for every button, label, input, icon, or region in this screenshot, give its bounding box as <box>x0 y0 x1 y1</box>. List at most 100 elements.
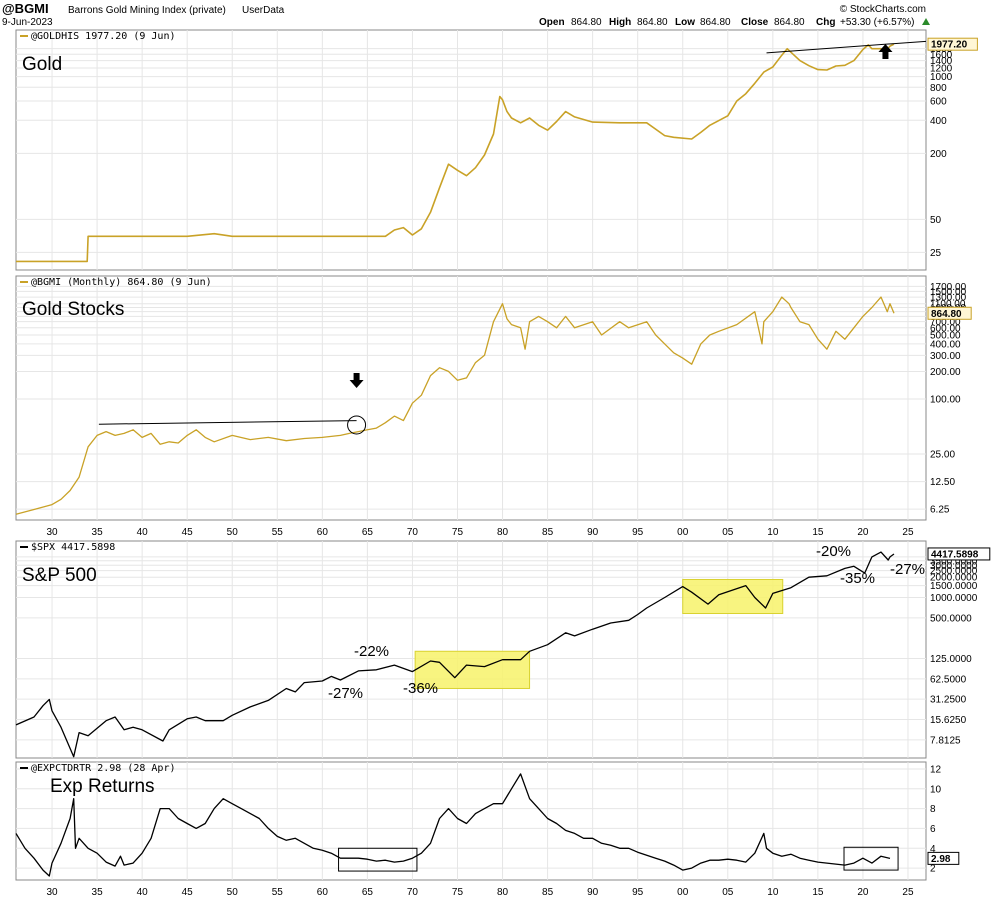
x-tick-label: 95 <box>632 527 644 538</box>
y-tick-label: 50 <box>930 215 942 226</box>
x-tick-label: 85 <box>542 887 554 898</box>
chg-label: Chg <box>816 17 835 28</box>
panel-name-label: Gold Stocks <box>22 299 124 320</box>
series-line-sp500 <box>15 551 895 758</box>
highlight-rectangle <box>338 847 418 872</box>
y-tick-label: 400 <box>930 116 947 127</box>
y-tick-label: 12.50 <box>930 477 955 488</box>
legend-text: @GOLDHIS 1977.20 (9 Jun) <box>31 31 176 42</box>
x-tick-label: 15 <box>812 887 824 898</box>
y-tick-label: 10 <box>930 784 942 795</box>
x-tick-label: 45 <box>182 527 194 538</box>
last-value-text: 4417.5898 <box>931 549 979 560</box>
low-value: 864.80 <box>700 17 731 28</box>
high-value: 864.80 <box>637 17 668 28</box>
panel-gold: 180016001400120010008006004002005025@GOL… <box>15 29 978 271</box>
panel-frame <box>15 540 927 759</box>
panel-name-label: Gold <box>22 54 62 75</box>
chart-header: @BGMI Barrons Gold Mining Index (private… <box>2 1 930 28</box>
close-label: Close <box>741 17 769 28</box>
x-tick-label: 75 <box>452 887 464 898</box>
x-tick-label: 70 <box>407 887 419 898</box>
highlight-rectangle <box>843 846 899 871</box>
y-tick-label: 1700.00 <box>930 282 967 293</box>
trendline <box>98 420 357 425</box>
highlight-box <box>414 650 531 689</box>
x-tick-label: 65 <box>362 887 374 898</box>
x-tick-label: 85 <box>542 527 554 538</box>
legend-text: @BGMI (Monthly) 864.80 (9 Jun) <box>31 277 212 288</box>
ohlc-readout: Open 864.80 High 864.80 Low 864.80 Close… <box>539 17 930 28</box>
x-tick-label: 60 <box>317 527 329 538</box>
x-tick-label: 30 <box>46 527 58 538</box>
y-tick-label: 2 <box>930 864 936 875</box>
panel-name-label: Exp Returns <box>50 776 155 797</box>
open-value: 864.80 <box>571 17 602 28</box>
panel-name-label: S&P 500 <box>22 565 97 586</box>
x-tick-label: 25 <box>902 887 914 898</box>
down-arrow-icon <box>349 373 364 388</box>
legend-text: $SPX 4417.5898 <box>31 542 115 553</box>
panel-frame <box>15 29 927 271</box>
panel-legend: $SPX 4417.5898 <box>20 542 115 553</box>
y-tick-label: 12 <box>930 764 942 775</box>
y-tick-label: 1000 <box>930 72 953 83</box>
y-tick-label: 2500.0000 <box>930 566 978 577</box>
series-line-gold <box>16 43 895 263</box>
chg-value: +53.30 (+6.57%) <box>840 17 915 28</box>
y-tick-label: 62.5000 <box>930 674 967 685</box>
x-tick-label: 00 <box>677 527 689 538</box>
y-tick-label: 6.25 <box>930 505 950 516</box>
x-tick-label: 55 <box>272 527 284 538</box>
x-tick-label: 50 <box>227 887 239 898</box>
x-tick-label: 40 <box>137 887 149 898</box>
x-tick-label: 05 <box>722 887 734 898</box>
panel-frame <box>15 275 927 521</box>
userdata-label: UserData <box>242 5 285 16</box>
y-tick-label: 300.00 <box>930 351 961 362</box>
y-tick-label: 1500.00 <box>930 287 967 298</box>
last-value-badge: 864.80 <box>927 306 972 320</box>
x-tick-label: 05 <box>722 527 734 538</box>
panel-legend: @BGMI (Monthly) 864.80 (9 Jun) <box>20 277 212 288</box>
panel-frame <box>15 761 927 881</box>
x-tick-label: 35 <box>92 527 104 538</box>
index-name: Barrons Gold Mining Index (private) <box>68 5 226 16</box>
close-value: 864.80 <box>774 17 805 28</box>
x-tick-label: 10 <box>767 527 779 538</box>
panel-legend: @GOLDHIS 1977.20 (9 Jun) <box>20 31 176 42</box>
y-tick-label: 500.00 <box>930 331 961 342</box>
last-value-box <box>927 306 972 320</box>
y-tick-label: 3000.0000 <box>930 561 978 572</box>
x-tick-label: 65 <box>362 527 374 538</box>
series-line-exp-returns <box>15 773 891 877</box>
x-tick-label: 90 <box>587 527 599 538</box>
last-value-badge: 2.98 <box>927 851 960 865</box>
y-tick-label: 6 <box>930 824 936 835</box>
y-tick-label: 4 <box>930 844 936 855</box>
x-tick-label: 00 <box>677 887 689 898</box>
last-value-text: 864.80 <box>931 309 962 320</box>
panel-sp500: 4000.00003500.00003000.00002500.00002000… <box>15 540 991 759</box>
last-value-text: 1977.20 <box>931 40 968 51</box>
y-tick-label: 1300.00 <box>930 293 967 304</box>
y-tick-label: 1000.0000 <box>930 593 978 604</box>
panel-legend: @EXPCTDRTR 2.98 (28 Apr) <box>20 763 176 774</box>
y-tick-label: 8 <box>930 804 936 815</box>
last-value-badge: 1977.20 <box>927 37 978 51</box>
y-tick-label: 1600 <box>930 50 953 61</box>
y-tick-label: 7.8125 <box>930 735 961 746</box>
y-tick-label: 125.0000 <box>930 654 972 665</box>
last-value-box <box>927 547 991 561</box>
y-tick-label: 25 <box>930 248 942 259</box>
y-tick-label: 600 <box>930 96 947 107</box>
x-tick-label: 10 <box>767 887 779 898</box>
legend-text: @EXPCTDRTR 2.98 (28 Apr) <box>31 763 176 774</box>
y-tick-label: 600.00 <box>930 323 961 334</box>
y-tick-label: 700.00 <box>930 317 961 328</box>
last-value-box <box>927 851 960 865</box>
y-tick-label: 1400 <box>930 56 953 67</box>
header-date: 9-Jun-2023 <box>2 17 53 28</box>
y-tick-label: 200 <box>930 149 947 160</box>
